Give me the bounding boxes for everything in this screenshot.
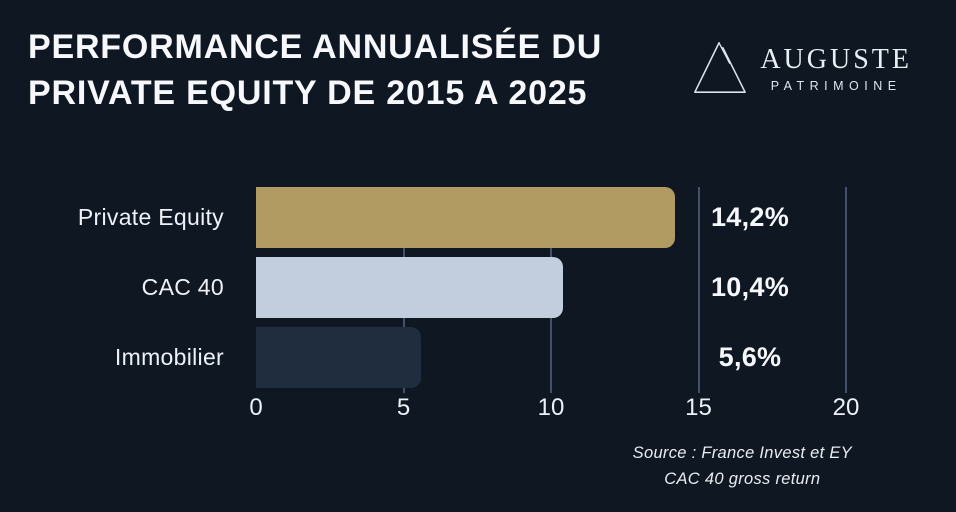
- chart-title-line2: PRIVATE EQUITY DE 2015 A 2025: [28, 74, 588, 112]
- brand-logo-text: AUGUSTE PATRIMOINE: [760, 44, 912, 93]
- category-label: CAC 40: [141, 274, 224, 300]
- x-tick-label: 20: [832, 394, 860, 421]
- x-tick-label: 15: [685, 394, 712, 421]
- value-label: 5,6%: [718, 342, 782, 372]
- source-line1: Source : France Invest et EY: [632, 444, 852, 462]
- category-labels-column: Private Equity CAC 40 Immobilier: [0, 187, 240, 387]
- category-label: Immobilier: [114, 344, 224, 370]
- category-label: Private Equity: [77, 204, 224, 230]
- plot-area: [256, 187, 847, 393]
- brand-logo: AUGUSTE PATRIMOINE: [690, 38, 912, 98]
- bar-private-equity: [256, 187, 675, 248]
- source-line2: CAC 40 gross return: [664, 470, 821, 488]
- x-tick-label: 10: [537, 394, 565, 421]
- value-label: 14,2%: [710, 202, 790, 232]
- bar-immobilier: [256, 327, 422, 388]
- x-tick-label: 5: [396, 394, 411, 421]
- brand-subtitle: PATRIMOINE: [770, 78, 902, 93]
- value-label: 10,4%: [710, 272, 790, 302]
- gridline-15: [697, 187, 700, 393]
- x-tick-label: 0: [249, 394, 263, 421]
- source-note: Source : France Invest et EY CAC 40 gros…: [633, 440, 852, 492]
- x-axis: 0 5 10 15 20: [249, 394, 859, 426]
- value-labels-column: 14,2% 10,4% 5,6%: [698, 187, 802, 387]
- brand-name: AUGUSTE: [760, 43, 912, 75]
- chart-title-line1: PERFORMANCE ANNUALISÉE DU: [28, 28, 603, 66]
- chart-title: PERFORMANCE ANNUALISÉE DU PRIVATE EQUITY…: [28, 24, 602, 116]
- gridline-20: [845, 187, 847, 393]
- bar-cac-40: [256, 257, 563, 318]
- triangle-outline-icon: [694, 42, 747, 93]
